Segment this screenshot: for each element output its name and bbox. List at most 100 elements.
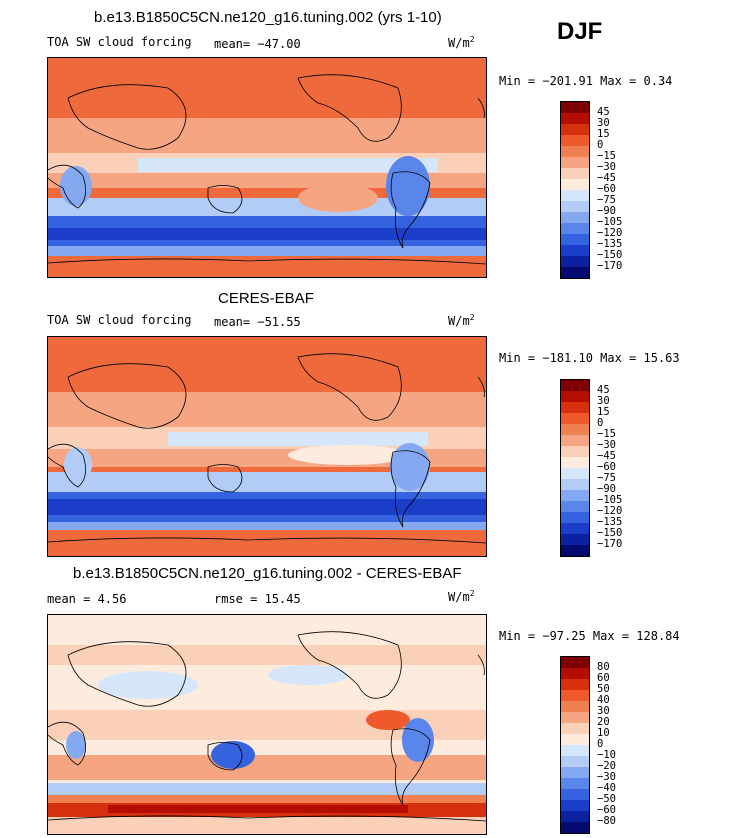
panel2-cb-label: −60 [597,461,616,473]
panel2-cb-label: −15 [597,428,616,440]
panel2-cb-swatch [561,446,589,457]
panel3-cb-label: 0 [597,738,604,750]
panel3-minmax: Min = −97.25 Max = 128.84 [499,629,680,643]
panel3-map-svg [48,615,486,834]
panel3-cb-swatch [561,756,589,767]
panel1-cb-swatch [561,146,589,157]
panel3-cb-swatch [561,778,589,789]
panel1-cb-swatch [561,245,589,256]
panel2-cb-label: 0 [597,417,604,429]
panel1-cb-label: −75 [597,194,616,206]
panel3-cb-label: 30 [597,705,610,717]
panel2-map [47,336,487,557]
panel1-cb-swatch [561,267,589,278]
panel1-cb-label: −135 [597,238,623,250]
panel1-cb-swatch [561,179,589,190]
panel1-mean: mean= −47.00 [214,37,301,51]
panel2-cb-label: −75 [597,472,616,484]
panel1-cb-label: 30 [597,117,610,129]
panel1-cb-swatch [561,223,589,234]
season-label: DJF [557,18,603,45]
panel3-cb-label: 10 [597,727,610,739]
panel2-cb-label: −90 [597,483,616,495]
panel3-colorbar [560,656,590,834]
panel2-cb-swatch [561,501,589,512]
panel3-cb-swatch [561,767,589,778]
panel1-map [47,57,487,278]
panel1-cb-label: −45 [597,172,616,184]
panel3-cb-swatch [561,723,589,734]
panel2-cb-swatch [561,512,589,523]
panel2-cb-swatch [561,468,589,479]
panel2-cb-swatch [561,479,589,490]
panel2-cb-label: 15 [597,406,610,418]
panel3-cb-label: 40 [597,694,610,706]
panel3-cb-label: 50 [597,683,610,695]
panel1-colorbar [560,101,590,279]
panel3-cb-swatch [561,679,589,690]
panel2-cb-label: −170 [597,538,623,550]
panel1-variable: TOA SW cloud forcing [47,35,192,49]
panel2-cb-swatch [561,402,589,413]
panel2-cb-label: −45 [597,450,616,462]
panel2-cb-swatch [561,424,589,435]
panel2-cb-swatch [561,523,589,534]
panel1-cb-swatch [561,102,589,113]
panel3-rmse: rmse = 15.45 [214,592,301,606]
panel3-cb-label: 80 [597,661,610,673]
panel3-cb-label: −30 [597,771,616,783]
panel1-cb-swatch [561,135,589,146]
panel1-cb-swatch [561,157,589,168]
panel2-cb-label: −135 [597,516,623,528]
panel1-cb-label: −15 [597,150,616,162]
panel1-cb-swatch [561,256,589,267]
panel1-title: b.e13.B1850C5CN.ne120_g16.tuning.002 (yr… [94,9,442,26]
panel2-cb-label: −150 [597,527,623,539]
panel3-cb-swatch [561,734,589,745]
panel2-map-svg [48,337,486,556]
panel2-cb-swatch [561,490,589,501]
panel2-variable: TOA SW cloud forcing [47,313,192,327]
panel3-mean: mean = 4.56 [47,592,127,606]
panel1-cb-swatch [561,124,589,135]
panel2-cb-swatch [561,545,589,556]
panel2-colorbar [560,379,590,557]
panel2-cb-label: 30 [597,395,610,407]
panel1-cb-label: 15 [597,128,610,140]
panel1-cb-swatch [561,168,589,179]
panel1-cb-label: −60 [597,183,616,195]
panel3-cb-label: −10 [597,749,616,761]
panel3-cb-swatch [561,745,589,756]
panel1-minmax: Min = −201.91 Max = 0.34 [499,74,673,88]
panel1-cb-label: 45 [597,106,610,118]
panel2-cb-swatch [561,457,589,468]
panel1-cb-swatch [561,201,589,212]
panel3-cb-label: −20 [597,760,616,772]
panel2-cb-swatch [561,534,589,545]
panel1-cb-label: −150 [597,249,623,261]
panel2-cb-label: 45 [597,384,610,396]
panel1-cb-label: −120 [597,227,623,239]
panel1-cb-label: −30 [597,161,616,173]
panel2-mean: mean= −51.55 [214,315,301,329]
panel2-cb-label: −105 [597,494,623,506]
panel3-cb-swatch [561,822,589,833]
panel2-cb-swatch [561,380,589,391]
panel1-unit: W/m2 [448,35,475,50]
panel2-minmax: Min = −181.10 Max = 15.63 [499,351,680,365]
panel3-cb-swatch [561,690,589,701]
panel3-cb-swatch [561,668,589,679]
panel3-cb-swatch [561,811,589,822]
panel3-cb-label: −60 [597,804,616,816]
panel3-map [47,614,487,835]
panel1-map-svg [48,58,486,277]
panel1-cb-label: −90 [597,205,616,217]
panel3-cb-swatch [561,657,589,668]
panel3-cb-swatch [561,712,589,723]
panel2-cb-swatch [561,391,589,402]
panel3-cb-label: 60 [597,672,610,684]
panel2-title: CERES-EBAF [218,290,314,307]
panel2-cb-swatch [561,413,589,424]
panel1-cb-label: −105 [597,216,623,228]
panel1-cb-swatch [561,212,589,223]
